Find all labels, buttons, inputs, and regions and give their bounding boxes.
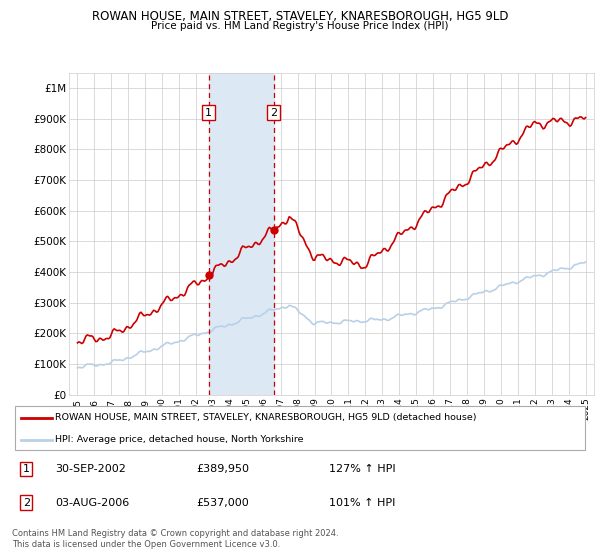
Text: ROWAN HOUSE, MAIN STREET, STAVELEY, KNARESBOROUGH, HG5 9LD: ROWAN HOUSE, MAIN STREET, STAVELEY, KNAR… (92, 10, 508, 23)
Text: 127% ↑ HPI: 127% ↑ HPI (329, 464, 395, 474)
Text: 2: 2 (270, 108, 277, 118)
Text: 30-SEP-2002: 30-SEP-2002 (55, 464, 126, 474)
FancyBboxPatch shape (15, 406, 585, 450)
Bar (209, 73, 274, 395)
Text: Price paid vs. HM Land Registry's House Price Index (HPI): Price paid vs. HM Land Registry's House … (151, 21, 449, 31)
Text: ROWAN HOUSE, MAIN STREET, STAVELEY, KNARESBOROUGH, HG5 9LD (detached house): ROWAN HOUSE, MAIN STREET, STAVELEY, KNAR… (55, 413, 476, 422)
Text: 101% ↑ HPI: 101% ↑ HPI (329, 498, 395, 507)
Text: 2: 2 (23, 498, 30, 507)
Text: £537,000: £537,000 (196, 498, 249, 507)
Text: £389,950: £389,950 (196, 464, 250, 474)
Text: 1: 1 (205, 108, 212, 118)
Text: 03-AUG-2006: 03-AUG-2006 (55, 498, 130, 507)
Text: Contains HM Land Registry data © Crown copyright and database right 2024.
This d: Contains HM Land Registry data © Crown c… (12, 529, 338, 549)
Text: HPI: Average price, detached house, North Yorkshire: HPI: Average price, detached house, Nort… (55, 435, 304, 444)
Text: 1: 1 (23, 464, 30, 474)
